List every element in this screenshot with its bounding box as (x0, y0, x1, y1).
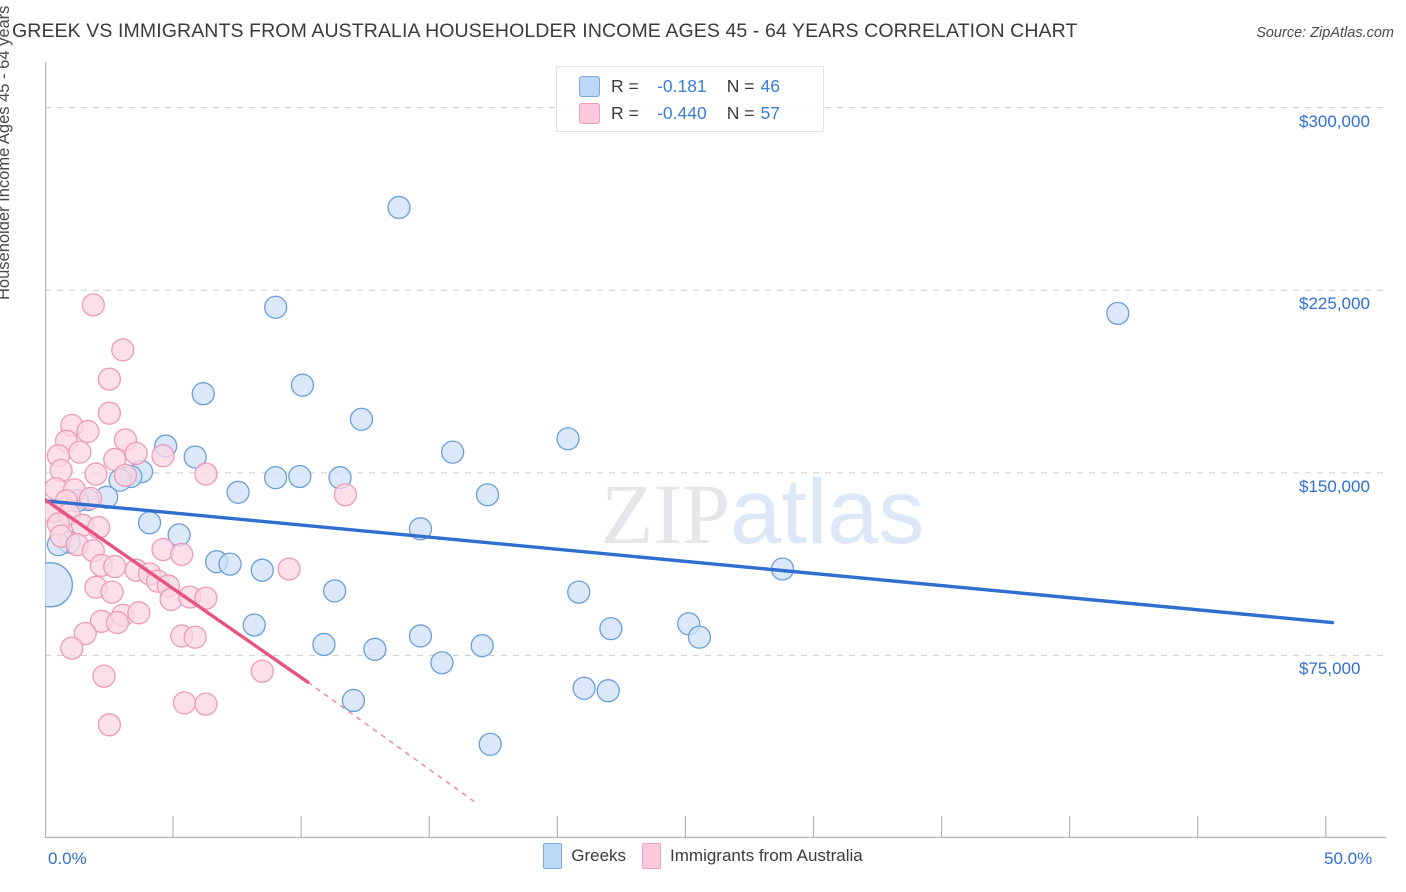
data-point (97, 401, 122, 425)
data-point (218, 552, 242, 576)
correlation-stats-row: R = -0.181 N = 46 (579, 73, 813, 100)
data-point (97, 367, 122, 391)
data-point (103, 554, 127, 579)
data-point (687, 625, 712, 649)
data-point (172, 691, 197, 715)
data-point (100, 580, 124, 604)
data-point (81, 293, 105, 317)
r-label: R = (611, 76, 639, 96)
data-point (596, 679, 620, 703)
data-point (250, 558, 274, 582)
data-point (242, 613, 266, 637)
data-point (124, 441, 148, 465)
data-point (170, 542, 194, 567)
data-point (111, 338, 135, 362)
data-point (556, 427, 580, 451)
y-axis-tick-label: $300,000 (1299, 111, 1370, 131)
data-point (475, 483, 500, 507)
data-point (430, 651, 454, 675)
scatter-plot: ZIPatlas (45, 62, 1386, 838)
data-point (323, 579, 347, 603)
data-point (349, 407, 374, 431)
data-point (387, 195, 411, 220)
legend-swatch (642, 843, 662, 869)
correlation-stats-row: R = -0.440 N = 57 (579, 100, 813, 127)
series-swatch (579, 103, 600, 124)
data-point (151, 444, 175, 468)
y-axis-title: Householder Income Ages 45 - 64 years (0, 5, 13, 300)
data-point (441, 440, 465, 464)
data-point (333, 483, 358, 507)
data-point (73, 621, 97, 646)
trendline-immigrants-from-australia (45, 497, 310, 684)
data-point (191, 382, 215, 406)
data-point (567, 580, 591, 604)
x-axis-tick-label-min: 0.0% (48, 849, 87, 868)
data-point (194, 586, 218, 610)
data-point (194, 692, 218, 716)
data-point (277, 557, 301, 581)
legend-item-immigrants-from-australia[interactable]: Immigrants from Australia (642, 843, 863, 869)
data-point (183, 625, 207, 649)
r-value: -0.181 (657, 76, 707, 96)
data-point (363, 637, 387, 661)
x-axis-tick-label-max: 50.0% (1324, 849, 1373, 868)
data-point (60, 636, 84, 660)
n-label: N = (726, 103, 755, 123)
data-point (250, 659, 274, 683)
data-point (137, 511, 162, 535)
trendline-greeks (45, 499, 1335, 625)
legend-item-greeks[interactable]: Greeks (543, 843, 626, 869)
data-point (264, 295, 288, 319)
data-point (470, 634, 494, 658)
data-point (599, 616, 623, 641)
data-point (290, 373, 315, 397)
series-legend: Greeks Immigrants from Australia (0, 843, 1406, 869)
page-title: GREEK VS IMMIGRANTS FROM AUSTRALIA HOUSE… (12, 20, 1078, 42)
y-axis-tick-label: $75,000 (1299, 659, 1361, 679)
y-axis-tick-label: $150,000 (1299, 476, 1370, 496)
data-point (264, 466, 288, 490)
n-value: 57 (760, 103, 780, 123)
legend-swatch (543, 843, 563, 869)
r-label: R = (611, 103, 639, 123)
data-point (76, 419, 100, 444)
data-point (127, 601, 151, 625)
r-value: -0.440 (657, 103, 707, 123)
data-point (113, 463, 138, 487)
data-point (105, 610, 130, 635)
data-point (84, 462, 108, 486)
series-swatch (579, 76, 600, 97)
data-point (194, 462, 218, 486)
data-point (288, 464, 312, 489)
plot-canvas (45, 62, 1386, 838)
trendline-dashed-immigrants-from-australia (307, 681, 475, 803)
legend-label: Greeks (571, 846, 627, 865)
correlation-stats-box: R = -0.181 N = 46 R = -0.440 N = 57 (556, 66, 824, 132)
data-point (1106, 301, 1130, 326)
data-point (92, 664, 116, 688)
legend-label: Immigrants from Australia (670, 846, 863, 865)
y-axis-tick-label: $225,000 (1299, 294, 1370, 314)
data-point (572, 676, 596, 700)
data-point (226, 480, 250, 504)
data-point (45, 562, 74, 608)
data-point (478, 732, 502, 756)
data-point (408, 624, 433, 648)
data-point (97, 713, 122, 737)
source-label: Source: ZipAtlas.com (1256, 25, 1394, 41)
data-point (68, 440, 92, 464)
data-point (312, 632, 336, 657)
data-point (341, 688, 366, 713)
data-point (183, 445, 207, 469)
n-label: N = (726, 76, 755, 96)
n-value: 46 (760, 76, 780, 96)
